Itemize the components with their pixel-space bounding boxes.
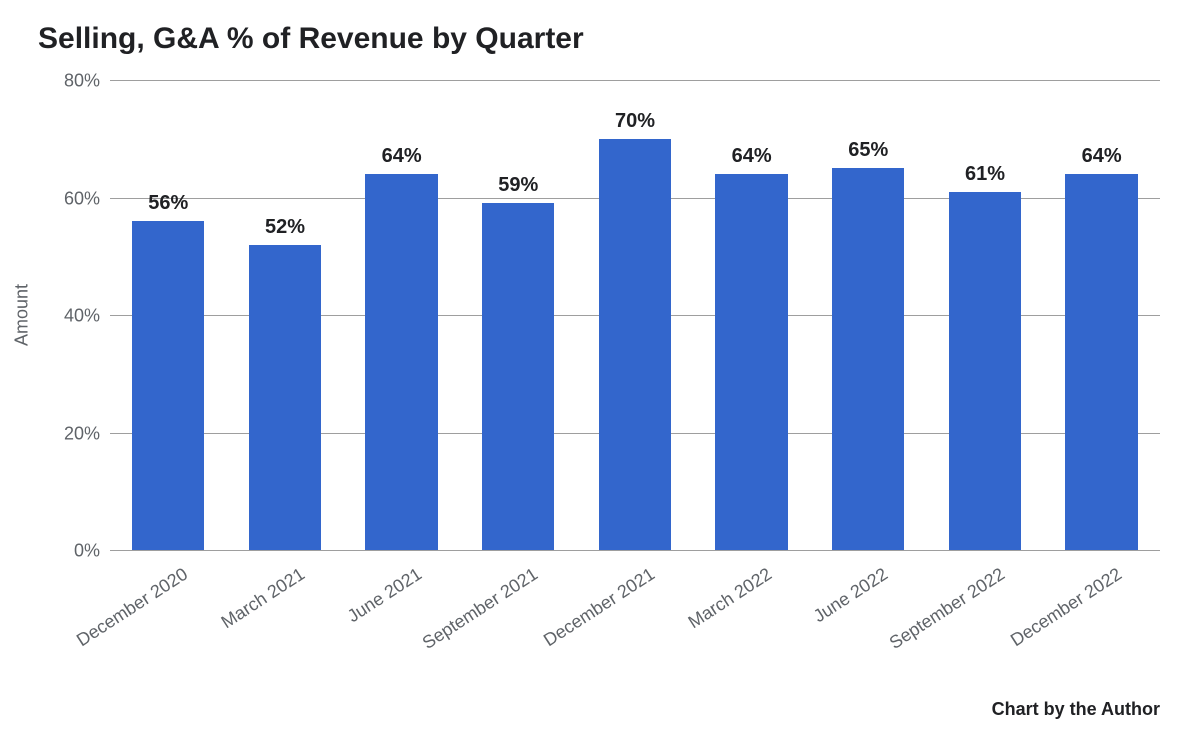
bar: 70% xyxy=(599,139,671,550)
bar-value-label: 52% xyxy=(265,216,305,239)
bar-slot: 70% xyxy=(577,80,694,550)
x-tick-label: September 2022 xyxy=(886,564,1009,654)
bar: 64% xyxy=(715,174,787,550)
x-tick-label: June 2021 xyxy=(343,564,425,627)
bar: 52% xyxy=(249,245,321,551)
bar: 64% xyxy=(1065,174,1137,550)
gridline: 0% xyxy=(110,550,1160,551)
bar-slot: 61% xyxy=(927,80,1044,550)
x-tick-label: December 2021 xyxy=(540,564,659,651)
x-tick-label: March 2021 xyxy=(218,564,309,633)
bar-slot: 65% xyxy=(810,80,927,550)
bar-slot: 64% xyxy=(1043,80,1160,550)
x-tick-label: March 2022 xyxy=(684,564,775,633)
plot-area: 0%20%40%60%80%56%52%64%59%70%64%65%61%64… xyxy=(110,80,1160,550)
y-tick-label: 20% xyxy=(64,423,110,444)
x-tick-label: June 2022 xyxy=(810,564,892,627)
bar-value-label: 65% xyxy=(848,139,888,162)
bar-value-label: 64% xyxy=(1082,145,1122,168)
x-tick-label: December 2020 xyxy=(73,564,192,651)
bar: 65% xyxy=(832,168,904,550)
bar: 61% xyxy=(949,192,1021,550)
chart-caption: Chart by the Author xyxy=(992,699,1160,720)
bar-slot: 56% xyxy=(110,80,227,550)
y-tick-label: 40% xyxy=(64,306,110,327)
x-tick-label: December 2022 xyxy=(1007,564,1126,651)
bar-value-label: 61% xyxy=(965,163,1005,186)
bar-slot: 59% xyxy=(460,80,577,550)
bar-value-label: 70% xyxy=(615,110,655,133)
y-tick-label: 0% xyxy=(74,541,110,562)
bar-value-label: 64% xyxy=(732,145,772,168)
x-tick-label: September 2021 xyxy=(419,564,542,654)
bar-value-label: 56% xyxy=(148,192,188,215)
y-tick-label: 60% xyxy=(64,188,110,209)
y-tick-label: 80% xyxy=(64,71,110,92)
bar: 59% xyxy=(482,203,554,550)
y-axis-label: Amount xyxy=(12,284,33,346)
bar: 56% xyxy=(132,221,204,550)
bar-value-label: 59% xyxy=(498,174,538,197)
bar-slot: 52% xyxy=(227,80,344,550)
bar-slot: 64% xyxy=(343,80,460,550)
chart-container: Selling, G&A % of Revenue by Quarter Amo… xyxy=(0,0,1200,742)
bar-value-label: 64% xyxy=(382,145,422,168)
bar: 64% xyxy=(365,174,437,550)
chart-title: Selling, G&A % of Revenue by Quarter xyxy=(38,22,584,56)
bar-slot: 64% xyxy=(693,80,810,550)
